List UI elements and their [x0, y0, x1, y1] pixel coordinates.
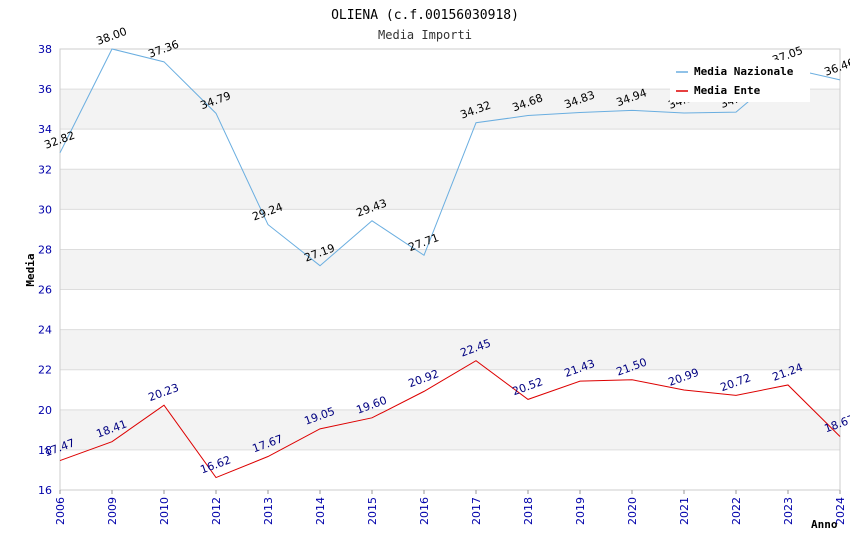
x-tick-label: 2023 — [782, 497, 795, 525]
chart-subtitle: Media Importi — [378, 28, 472, 42]
x-tick-label: 2012 — [210, 497, 223, 525]
y-tick-label: 16 — [38, 484, 52, 497]
x-tick-label: 2017 — [470, 497, 483, 525]
y-tick-label: 20 — [38, 404, 52, 417]
x-tick-label: 2010 — [158, 497, 171, 525]
grid-band — [60, 249, 840, 290]
chart-title: OLIENA (c.f.00156030918) — [331, 8, 519, 23]
grid-band — [60, 209, 840, 250]
grid-band — [60, 409, 840, 450]
legend-label-media-nazionale: Media Nazionale — [694, 65, 794, 78]
x-axis-ticks: 2006 2009 2010 2012 2013 2014 2015 2016 2017 2018… — [54, 490, 847, 525]
y-tick-label: 32 — [38, 163, 52, 176]
y-tick-label: 26 — [38, 284, 52, 297]
y-tick-label: 24 — [38, 324, 52, 337]
grid-band — [60, 129, 840, 170]
y-tick-label: 36 — [38, 83, 52, 96]
x-tick-label: 2024 — [834, 497, 847, 525]
data-label: 38.00 — [95, 25, 129, 48]
y-axis-label: Media — [24, 253, 37, 286]
x-tick-label: 2020 — [626, 497, 639, 525]
y-tick-label: 30 — [38, 203, 52, 216]
series-line — [59, 360, 841, 479]
y-tick-label: 18 — [38, 444, 52, 457]
x-tick-label: 2015 — [366, 497, 379, 525]
x-tick-label: 2014 — [314, 497, 327, 525]
grid-band — [60, 329, 840, 370]
x-tick-label: 2016 — [418, 497, 431, 525]
x-tick-label: 2021 — [678, 497, 691, 525]
grid-band — [60, 449, 840, 490]
legend-label-media-ente: Media Ente — [694, 84, 761, 97]
y-tick-label: 34 — [38, 123, 52, 136]
x-tick-label: 2018 — [522, 497, 535, 525]
y-tick-label: 38 — [38, 43, 52, 56]
plot-frame — [59, 48, 841, 491]
x-tick-label: 2022 — [730, 497, 743, 525]
x-tick-label: 2019 — [574, 497, 587, 525]
plot-background — [60, 49, 840, 490]
x-tick-label: 2006 — [54, 497, 67, 525]
y-tick-label: 22 — [38, 364, 52, 377]
legend: Media Nazionale Media Ente — [670, 60, 810, 102]
y-tick-label: 28 — [38, 243, 52, 256]
x-tick-label: 2013 — [262, 497, 275, 525]
legend-box — [670, 60, 810, 102]
x-tick-label: 2009 — [106, 497, 119, 525]
grid-band — [60, 289, 840, 330]
series-line — [59, 48, 841, 267]
y-axis-ticks: 16 18 20 22 24 26 28 30 32 34 36 38 — [38, 43, 52, 497]
x-axis-label: Anno — [811, 518, 838, 531]
